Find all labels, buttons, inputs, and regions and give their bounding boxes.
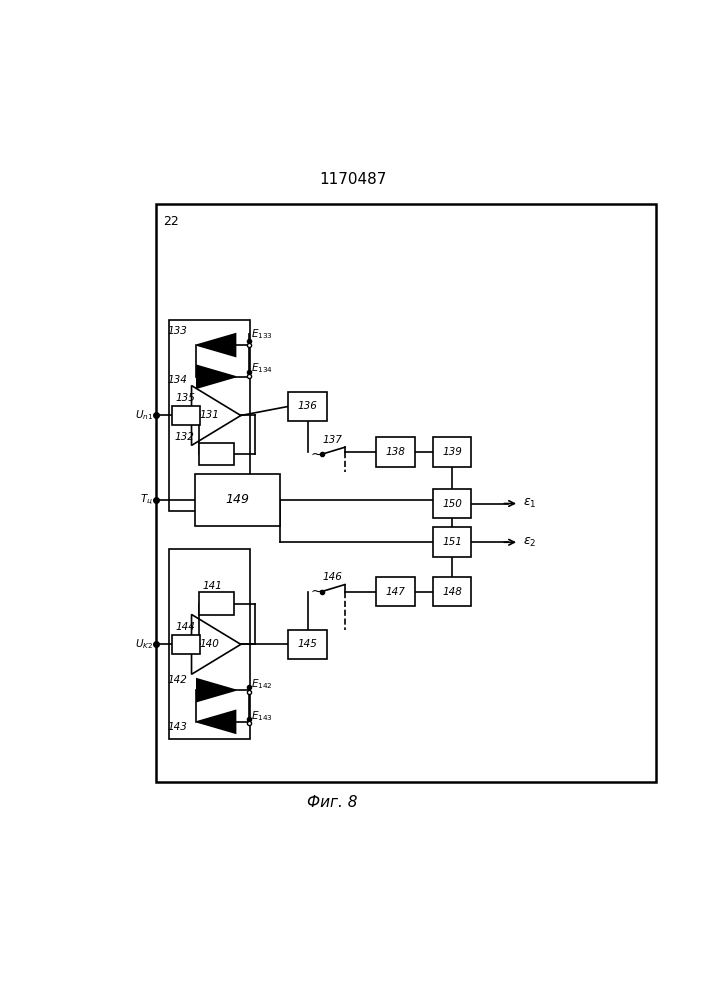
Bar [288,630,327,659]
Polygon shape [197,679,235,701]
Text: $E_{134}$: $E_{134}$ [252,361,274,375]
Text: ~: ~ [310,447,322,461]
Text: Фиг. 8: Фиг. 8 [307,795,358,810]
Text: 149: 149 [226,493,250,506]
Text: 150: 150 [442,499,462,509]
Text: 133: 133 [168,326,187,336]
Polygon shape [197,365,235,388]
Bar [376,437,415,467]
Polygon shape [197,334,235,356]
Text: 1170487: 1170487 [320,172,387,187]
Text: $E_{143}$: $E_{143}$ [252,709,273,723]
Polygon shape [197,711,235,733]
Bar [156,204,656,782]
Text: 151: 151 [442,537,462,547]
Text: 143: 143 [168,722,187,732]
Text: 139: 139 [442,447,462,457]
Text: 146: 146 [322,572,342,582]
Text: $E_{133}$: $E_{133}$ [252,328,273,341]
Text: 22: 22 [163,215,179,228]
Bar [376,577,415,606]
Bar [172,406,200,425]
Bar [199,592,234,615]
Text: $T_ц$: $T_ц$ [140,493,153,507]
Text: 140: 140 [199,639,219,649]
Bar [433,527,472,557]
Text: $E_{142}$: $E_{142}$ [252,678,273,691]
Text: 132: 132 [175,432,194,442]
Text: 142: 142 [168,675,187,685]
Text: 135: 135 [176,393,196,403]
Text: 147: 147 [386,587,406,597]
Bar [288,392,327,421]
Text: 138: 138 [386,447,406,457]
Bar [199,443,234,465]
Text: 136: 136 [298,401,317,411]
Text: 148: 148 [442,587,462,597]
Text: 144: 144 [176,622,196,632]
Bar [169,320,250,511]
Bar [195,474,279,526]
Text: 134: 134 [168,375,187,385]
Bar [433,437,472,467]
Text: $U_{K2}$: $U_{K2}$ [134,637,153,651]
Bar [433,577,472,606]
Bar [169,549,250,739]
Text: $\varepsilon_1$: $\varepsilon_1$ [522,497,536,510]
Text: 145: 145 [298,639,317,649]
Text: $\varepsilon_2$: $\varepsilon_2$ [522,536,536,549]
Bar [433,489,472,518]
Text: 141: 141 [203,581,223,591]
Text: 131: 131 [199,410,219,420]
Text: ~: ~ [310,585,322,599]
Text: 137: 137 [322,435,342,445]
Text: $U_{n1}$: $U_{n1}$ [134,409,153,422]
Bar [172,635,200,654]
